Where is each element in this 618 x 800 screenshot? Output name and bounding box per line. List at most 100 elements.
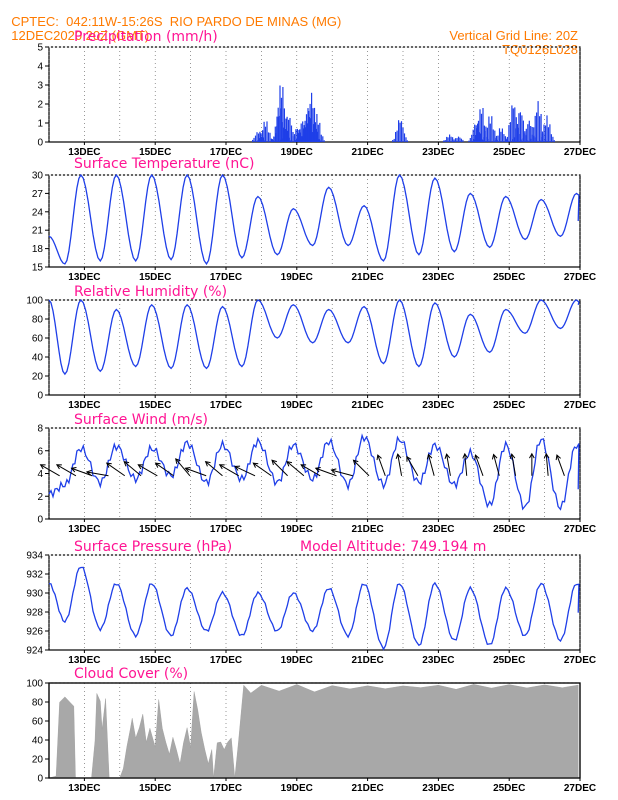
panel-1-xtick-label: 19DEC <box>281 147 313 158</box>
wind-arrow <box>56 464 77 477</box>
panel-6-ytick-label: 40 <box>32 736 44 747</box>
precip-bar <box>494 139 496 142</box>
wind-arrow-head <box>330 468 337 474</box>
precip-bar <box>539 140 541 142</box>
precip-bar <box>308 111 310 142</box>
wind-arrow <box>556 454 565 476</box>
wind-arrow <box>234 466 256 477</box>
precip-bar <box>264 126 267 142</box>
precip-bar <box>482 108 484 142</box>
precip-bar <box>549 124 551 142</box>
run-date: 12DEC2020 20Z (GMT) <box>4 15 149 43</box>
panel-4-xtick-label: 21DEC <box>351 524 383 535</box>
wind-arrow <box>315 467 337 477</box>
precip-bar <box>316 114 318 142</box>
wind-arrow <box>253 462 272 477</box>
wind-arrow-head <box>555 454 561 461</box>
panel-4-ytick-label: 8 <box>37 424 43 435</box>
precip-bar <box>399 122 401 142</box>
precip-bar <box>310 137 312 142</box>
precip-bar <box>454 138 457 142</box>
precip-bar <box>541 133 544 142</box>
grid-line-note: Vertical Grid Line: 20Z <box>442 15 578 43</box>
precip-bar <box>543 124 545 142</box>
cloud-cover-area <box>48 684 579 779</box>
precip-bar <box>457 136 460 142</box>
panel-2-ytick-label: 30 <box>32 171 44 182</box>
precip-bar <box>525 128 527 142</box>
precip-bar <box>289 140 291 142</box>
precip-bar <box>459 137 461 142</box>
precip-bar <box>289 118 291 142</box>
precip-bar <box>300 123 302 142</box>
precip-bar <box>280 97 283 142</box>
wind-arrow <box>185 467 207 477</box>
precip-bar <box>483 137 485 142</box>
precip-bar <box>479 109 481 142</box>
precip-bar <box>473 139 475 142</box>
panel-4-series-line <box>48 433 580 511</box>
precip-bar <box>398 120 400 142</box>
precip-bar <box>476 128 478 142</box>
precip-bar <box>503 134 505 142</box>
precip-bar <box>475 125 477 142</box>
precip-bar <box>320 134 322 142</box>
precip-bar <box>288 119 290 142</box>
precip-bar <box>446 136 448 142</box>
precip-bar <box>392 140 394 142</box>
precip-bar <box>521 140 523 142</box>
precip-bar <box>406 140 408 142</box>
wind-arrow-head <box>252 462 259 468</box>
wind-arrow <box>353 459 370 477</box>
wind-arrow <box>40 464 60 477</box>
wind-arrow-head <box>39 464 46 470</box>
panel-3-ytick-label: 0 <box>37 391 43 402</box>
precip-bar <box>450 136 452 142</box>
panel-6-ytick-label: 100 <box>26 679 43 690</box>
precip-bar <box>522 120 524 142</box>
precip-bar <box>505 138 507 142</box>
panel-2-ytick-label: 15 <box>32 263 44 274</box>
precip-bar <box>553 140 555 142</box>
precip-bar <box>540 137 542 142</box>
precip-bar <box>493 140 495 142</box>
panel-3-ytick-label: 20 <box>32 372 44 383</box>
precip-bar <box>462 139 464 142</box>
precip-bar <box>257 140 259 142</box>
panel-5-ytick-label: 934 <box>26 551 43 562</box>
precip-bar <box>508 125 510 142</box>
precip-bar <box>309 103 311 142</box>
model-id: TQ0126L028 <box>495 29 578 57</box>
panel-1-xtick-label: 21DEC <box>351 147 383 158</box>
precip-bar <box>512 108 514 142</box>
precip-bar <box>317 124 319 142</box>
precip-bar <box>533 127 535 142</box>
wind-arrow <box>155 462 174 477</box>
precip-bar <box>283 130 285 142</box>
precip-bar <box>260 133 262 142</box>
wind-arrow-head <box>55 464 62 470</box>
precip-bar <box>519 112 521 142</box>
grid-line-text: Vertical Grid Line: 20Z <box>449 28 578 43</box>
precip-bar <box>396 130 398 142</box>
precip-bar <box>460 138 462 142</box>
precip-bar <box>263 121 265 142</box>
panel-2-xtick-label: 15DEC <box>139 272 171 283</box>
precip-bar <box>547 127 549 142</box>
panel-3-xtick-label: 17DEC <box>210 400 242 411</box>
wind-arrow-head <box>314 467 321 473</box>
precip-bar <box>500 131 502 142</box>
panel-1-ytick-label: 5 <box>37 43 43 54</box>
panel-5-ytick-label: 932 <box>26 570 43 581</box>
precip-bar <box>515 128 517 142</box>
precip-bar <box>506 136 508 142</box>
precip-bar <box>524 133 526 142</box>
wind-arrow-head <box>234 465 241 471</box>
wind-arrow <box>446 454 451 476</box>
panel-3-ytick-label: 60 <box>32 334 44 345</box>
panel-4-xtick-label: 25DEC <box>493 524 525 535</box>
wind-arrow-head <box>444 453 451 460</box>
panel-2-series-line <box>48 173 580 266</box>
precip-bar <box>290 139 293 142</box>
panel-2-xtick-label: 23DEC <box>422 272 454 283</box>
